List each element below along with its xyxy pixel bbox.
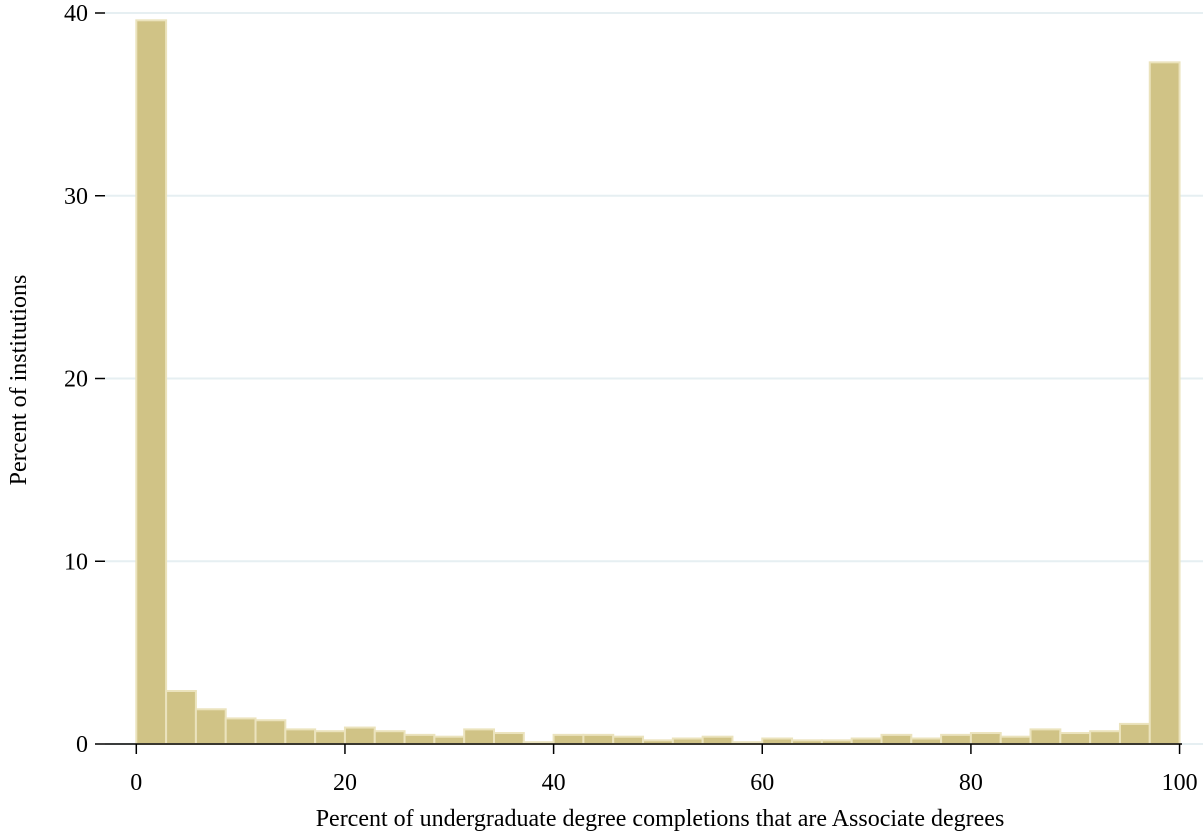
bar [1118,722,1151,746]
bar [254,719,287,745]
x-tick-label: 20 [333,770,357,796]
bar [1059,732,1092,745]
bar [701,735,734,746]
bar [284,728,317,746]
y-axis-title: Percent of institutions [6,275,32,486]
bar [224,717,257,745]
x-tick-label: 40 [542,770,566,796]
bar [403,733,436,745]
bar [373,730,406,746]
x-tick-label: 80 [959,770,983,796]
bar [165,690,197,746]
bar [880,733,913,745]
bar [552,733,585,745]
bar [433,735,466,746]
y-tick-label: 30 [64,184,88,210]
x-axis-title: Percent of undergraduate degree completi… [316,806,1005,832]
bar [343,726,376,745]
x-tick-label: 0 [130,770,142,796]
bar [1089,730,1121,746]
bar [850,737,883,746]
bar [463,728,495,746]
y-tick-label: 20 [64,367,88,393]
bar [1148,61,1181,745]
bar [612,735,645,746]
bar [1029,728,1062,746]
bar [910,737,943,746]
bar [314,730,346,746]
bar [969,732,1002,745]
y-tick-label: 10 [64,549,88,575]
x-tick-label: 100 [1162,770,1198,796]
bar [135,19,168,746]
y-tick-label: 0 [76,732,88,758]
bar [940,733,972,745]
bar [194,708,227,746]
bar [761,737,794,746]
y-tick-label: 40 [64,1,88,27]
x-tick-label: 60 [750,770,774,796]
bar [671,737,704,746]
bar [582,733,615,745]
bar [999,735,1032,746]
bar [492,732,525,745]
